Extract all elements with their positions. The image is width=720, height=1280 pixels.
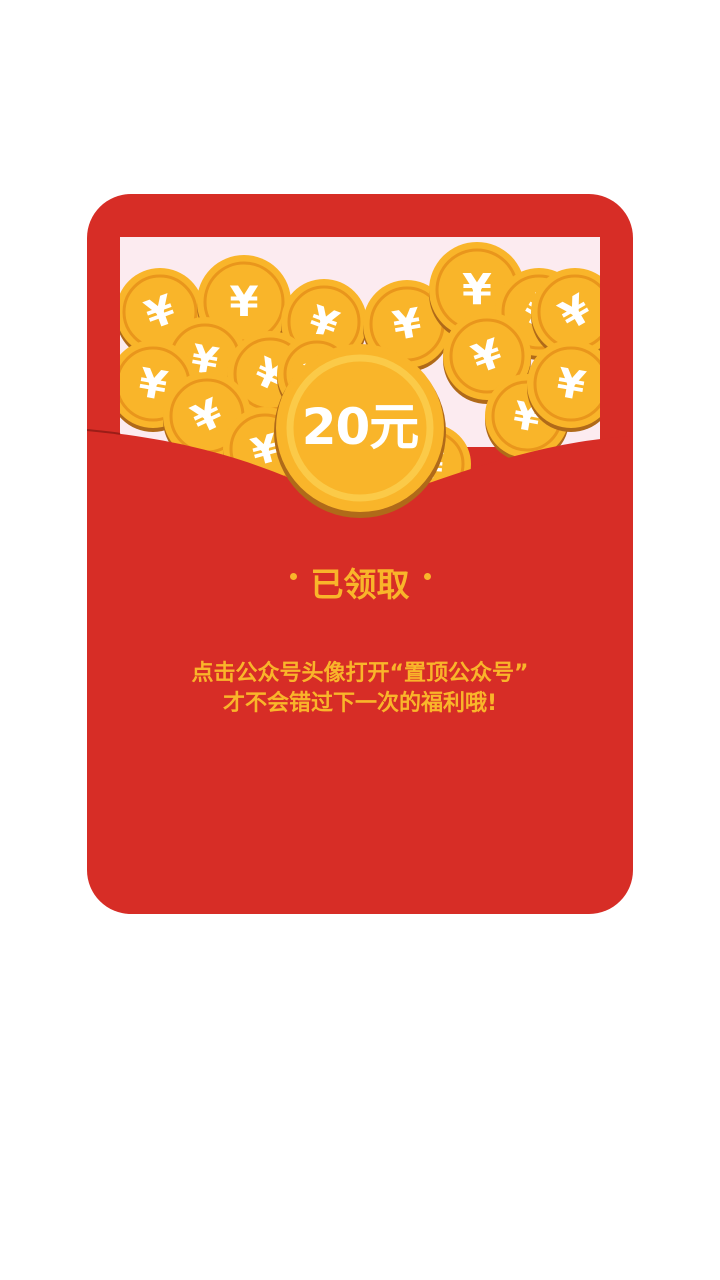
status-dot-left (289, 573, 297, 580)
coin-7: ¥ (531, 268, 600, 360)
hint-line-2: 才不会错过下一次的福利哦! (222, 691, 498, 716)
pocket-edge-left (87, 429, 121, 435)
status-dot-right (423, 573, 431, 580)
yen-icon: ¥ (229, 277, 258, 326)
amount-coin (274, 344, 446, 518)
claim-status: 已领取 (87, 562, 633, 608)
hint-line-1: 点击公众号头像打开“置顶公众号” (191, 661, 529, 686)
pocket-flap (87, 430, 633, 524)
yen-icon: ¥ (462, 265, 492, 315)
coin-15: ¥ (527, 340, 600, 432)
red-packet-envelope: ¥¥¥¥¥¥¥¥¥¥¥¥¥¥¥¥¥ 20元 已领取 点击公众号头像打开“置顶公众… (87, 194, 633, 914)
coin-pile: ¥¥¥¥¥¥¥¥¥¥¥¥¥¥¥¥¥ (87, 242, 633, 524)
amount-label: 20元 (301, 398, 420, 456)
status-text: 已领取 (310, 565, 410, 604)
follow-hint: 点击公众号头像打开“置顶公众号” 才不会错过下一次的福利哦! (87, 659, 633, 719)
